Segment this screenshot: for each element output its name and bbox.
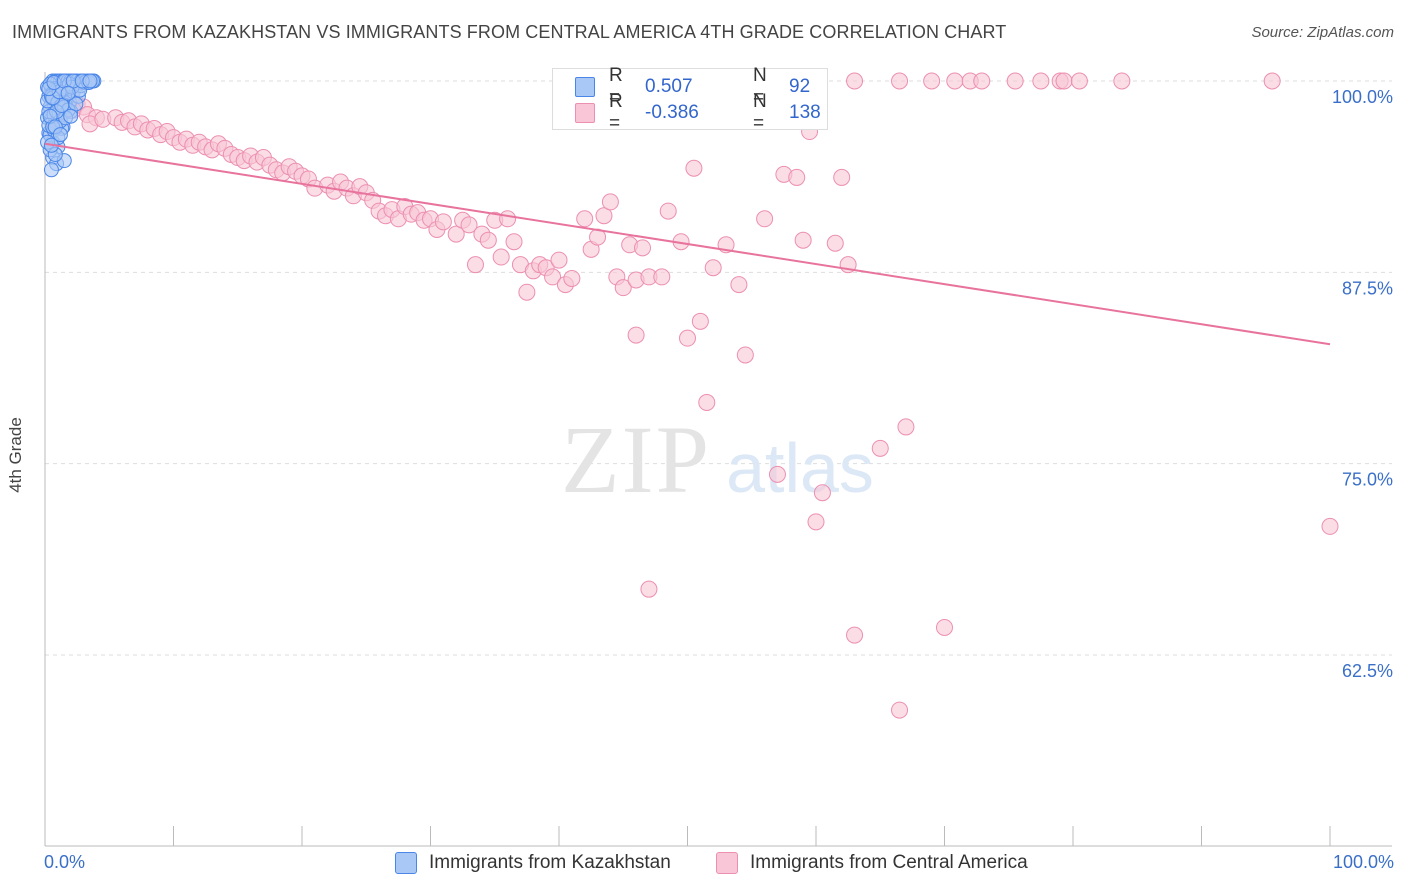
central-america-point bbox=[492, 248, 510, 266]
watermark-atlas: atlas bbox=[726, 429, 874, 507]
central-america-point bbox=[813, 484, 831, 502]
central-america-point bbox=[794, 231, 812, 249]
central-america-point bbox=[730, 276, 748, 294]
r-label: R = bbox=[609, 91, 623, 134]
central-america-point bbox=[756, 210, 774, 228]
source-credit: Source: ZipAtlas.com bbox=[1251, 24, 1394, 41]
n-value: 92 bbox=[789, 76, 811, 97]
x-tick-label-min: 0.0% bbox=[44, 852, 86, 872]
central-america-point bbox=[973, 72, 991, 90]
kazakhstan-point bbox=[52, 127, 68, 143]
central-america-point bbox=[807, 513, 825, 531]
central-america-point bbox=[897, 418, 915, 436]
central-america-point bbox=[691, 312, 709, 330]
stats-legend: R = 0.507 N = 92 R = -0.386 N = 138 bbox=[552, 65, 828, 134]
central-america-point bbox=[563, 269, 581, 287]
r-label: R = bbox=[609, 65, 623, 108]
central-america-point bbox=[826, 234, 844, 252]
central-america-point bbox=[1055, 72, 1073, 90]
central-america-point bbox=[1006, 72, 1024, 90]
central-america-point bbox=[736, 346, 754, 364]
trendline-central-america bbox=[44, 142, 1331, 346]
central-america-point bbox=[891, 72, 909, 90]
central-america-point bbox=[871, 439, 889, 457]
y-tick-label: 75.0% bbox=[1342, 470, 1393, 490]
kazakhstan-point bbox=[43, 162, 59, 178]
x-tick-label-max: 100.0% bbox=[1332, 852, 1394, 872]
central-america-point bbox=[1113, 72, 1131, 90]
central-america-point bbox=[505, 233, 523, 251]
trendlines bbox=[44, 142, 1331, 346]
central-america-swatch bbox=[575, 103, 595, 123]
legend-item-kazakhstan[interactable]: Immigrants from Kazakhstan bbox=[395, 852, 671, 874]
kazakhstan-point bbox=[82, 73, 98, 89]
central-america-point bbox=[946, 72, 964, 90]
central-america-point bbox=[634, 239, 652, 257]
kazakhstan-swatch bbox=[575, 77, 595, 97]
central-america-point bbox=[846, 626, 864, 644]
central-america-point bbox=[936, 618, 953, 636]
kazakhstan-point bbox=[63, 108, 79, 124]
central-america-point bbox=[518, 283, 536, 301]
central-america-point bbox=[1070, 72, 1088, 90]
central-america-point bbox=[846, 72, 864, 90]
y-tick-label: 100.0% bbox=[1332, 87, 1393, 107]
central-america-point bbox=[640, 580, 658, 598]
central-america-point bbox=[768, 465, 786, 483]
central-america-point bbox=[685, 159, 703, 177]
central-america-point bbox=[614, 279, 632, 297]
central-america-point bbox=[499, 210, 517, 228]
y-tick-labels: 100.0% 87.5% 75.0% 62.5% bbox=[1332, 87, 1393, 681]
central-america-point bbox=[601, 193, 619, 211]
y-tick-label: 87.5% bbox=[1342, 278, 1393, 298]
n-label: N = bbox=[753, 65, 767, 108]
chart-title: IMMIGRANTS FROM KAZAKHSTAN VS IMMIGRANTS… bbox=[12, 22, 1007, 42]
central-america-point bbox=[595, 207, 613, 225]
central-america-point bbox=[891, 701, 909, 719]
legend-label-central-america: Immigrants from Central America bbox=[750, 852, 1028, 873]
central-america-legend-swatch bbox=[716, 852, 738, 874]
central-america-point bbox=[1263, 72, 1281, 90]
legend-item-central-america[interactable]: Immigrants from Central America bbox=[716, 852, 1028, 874]
kazakhstan-point bbox=[60, 85, 76, 101]
central-america-point bbox=[659, 202, 677, 220]
watermark-zip: ZIP bbox=[561, 406, 711, 513]
central-america-point bbox=[653, 268, 671, 286]
r-value: 0.507 bbox=[645, 76, 693, 97]
central-america-point bbox=[679, 329, 696, 347]
central-america-point bbox=[1032, 72, 1050, 90]
central-america-point bbox=[550, 251, 568, 269]
central-america-point bbox=[698, 393, 716, 411]
central-america-point bbox=[447, 225, 465, 243]
central-america-point bbox=[544, 268, 562, 286]
r-value: -0.386 bbox=[645, 102, 699, 123]
legend-label-kazakhstan: Immigrants from Kazakhstan bbox=[429, 852, 671, 873]
central-america-point bbox=[1321, 517, 1339, 535]
n-value: 138 bbox=[789, 102, 821, 123]
data-points bbox=[40, 72, 1339, 719]
central-america-point bbox=[704, 259, 722, 277]
central-america-point bbox=[833, 168, 851, 186]
central-america-point bbox=[788, 168, 806, 186]
kazakhstan-legend-swatch bbox=[395, 852, 417, 874]
central-america-point bbox=[479, 231, 497, 249]
central-america-point bbox=[460, 216, 478, 234]
n-label: N = bbox=[753, 91, 767, 134]
series-legend: Immigrants from Kazakhstan Immigrants fr… bbox=[0, 852, 1406, 878]
y-tick-label: 62.5% bbox=[1342, 661, 1393, 681]
central-america-point bbox=[923, 72, 941, 90]
central-america-point bbox=[576, 210, 594, 228]
central-america-point bbox=[627, 326, 645, 344]
axes bbox=[44, 72, 1392, 847]
central-america-point bbox=[434, 213, 452, 231]
central-america-point bbox=[466, 256, 484, 274]
